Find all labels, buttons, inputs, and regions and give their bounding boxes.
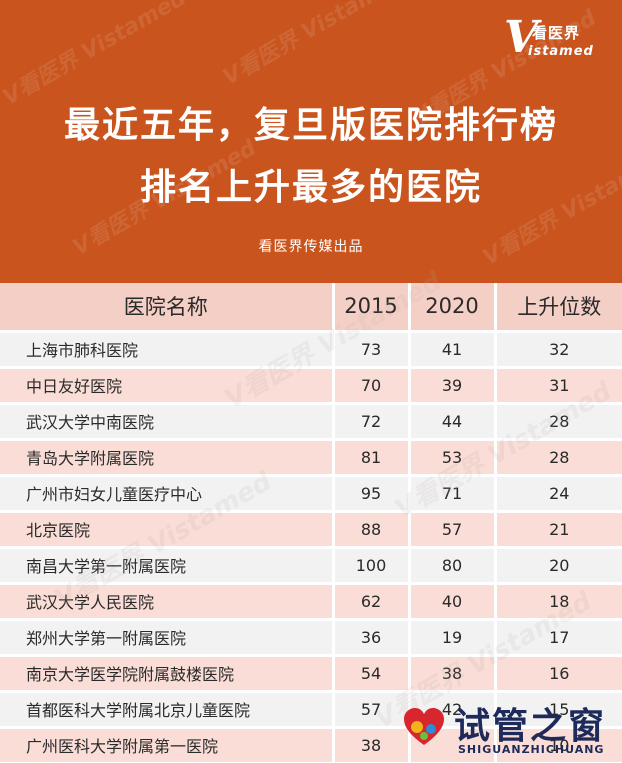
table-row: 南昌大学第一附属医院 100 80 20 — [0, 547, 622, 585]
cell-2020: 38 — [409, 655, 497, 693]
cell-hospital-name: 青岛大学附属医院 — [0, 439, 335, 477]
table-row: 上海市肺科医院 73 41 32 — [0, 331, 622, 369]
cell-hospital-name: 广州市妇女儿童医疗中心 — [0, 475, 335, 513]
table-row: 武汉大学人民医院 62 40 18 — [0, 583, 622, 621]
cell-hospital-name: 广州医科大学附属第一医院 — [0, 727, 335, 763]
cell-rise: 17 — [495, 619, 622, 657]
cell-2015: 38 — [333, 727, 411, 763]
table-row: 中日友好医院 70 39 31 — [0, 367, 622, 405]
cell-2015: 70 — [333, 367, 411, 405]
cell-2020: 80 — [409, 547, 497, 585]
heart-icon — [404, 708, 444, 745]
cell-2015: 100 — [333, 547, 411, 585]
table-row: 首都医科大学附属北京儿童医院 57 42 15 — [0, 691, 622, 729]
header-banner: V看医界 Vistamed V看医界 Vistamed V看医界 Vistame… — [0, 0, 622, 283]
corner-badge-name: 试管之窗 — [454, 705, 607, 747]
cell-rise: 18 — [495, 583, 622, 621]
cell-2015: 81 — [333, 439, 411, 477]
corner-badge: 试管之窗 SHIGUANZHICHUANG — [392, 695, 622, 763]
cell-2020: 40 — [409, 583, 497, 621]
page-subtitle: 看医界传媒出品 — [258, 239, 364, 255]
cell-hospital-name: 武汉大学中南医院 — [0, 403, 335, 441]
cell-hospital-name: 南京大学医学院附属鼓楼医院 — [0, 655, 335, 693]
cell-hospital-name: 中日友好医院 — [0, 367, 335, 405]
cell-2020: 44 — [409, 403, 497, 441]
cell-rise: 28 — [495, 403, 622, 441]
cell-2020: 39 — [409, 367, 497, 405]
cell-rise: 10 — [495, 727, 622, 763]
table-row: 青岛大学附属医院 81 53 28 — [0, 439, 622, 477]
cell-2015: 54 — [333, 655, 411, 693]
cell-hospital-name: 南昌大学第一附属医院 — [0, 547, 335, 585]
table-row: 南京大学医学院附属鼓楼医院 54 38 16 — [0, 655, 622, 693]
cell-2015: 62 — [333, 583, 411, 621]
header-2020: 2020 — [409, 283, 497, 333]
table-row: 武汉大学中南医院 72 44 28 — [0, 403, 622, 441]
cell-rise: 21 — [495, 511, 622, 549]
corner-badge-name-en: SHIGUANZHICHUANG — [458, 743, 605, 756]
header-rise: 上升位数 — [495, 283, 622, 333]
watermark: V看医界 Vistamed — [218, 0, 411, 91]
watermark: V看医界 Vistamed — [0, 0, 191, 111]
page-title-line-2: 排名上升最多的医院 — [139, 167, 482, 208]
cell-hospital-name: 武汉大学人民医院 — [0, 583, 335, 621]
cell-2015: 36 — [333, 619, 411, 657]
page-title-line-1: 最近五年，复旦版医院排行榜 — [63, 105, 558, 146]
cell-rise: 32 — [495, 331, 622, 369]
cell-hospital-name: 上海市肺科医院 — [0, 331, 335, 369]
cell-2015: 88 — [333, 511, 411, 549]
cell-2015: 72 — [333, 403, 411, 441]
cell-rise: 28 — [495, 439, 622, 477]
header-2015: 2015 — [333, 283, 411, 333]
logo-name-en: istamed — [528, 44, 594, 59]
cell-rise: 24 — [495, 475, 622, 513]
cell-2015: 57 — [333, 691, 411, 729]
header-hospital-name: 医院名称 — [0, 283, 335, 333]
cell-hospital-name: 郑州大学第一附属医院 — [0, 619, 335, 657]
cell-2015: 73 — [333, 331, 411, 369]
table-row: 广州医科大学附属第一医院 38 10 — [0, 727, 622, 763]
table-row: 广州市妇女儿童医疗中心 95 71 24 — [0, 475, 622, 513]
cell-hospital-name: 北京医院 — [0, 511, 335, 549]
cell-2020: 57 — [409, 511, 497, 549]
table-row: 北京医院 88 57 21 — [0, 511, 622, 549]
table-row: 郑州大学第一附属医院 36 19 17 — [0, 619, 622, 657]
cell-2020: 19 — [409, 619, 497, 657]
logo-name-cn: 看医界 — [532, 24, 581, 42]
cell-rise: 16 — [495, 655, 622, 693]
cell-2020: 53 — [409, 439, 497, 477]
cell-rise: 15 — [495, 691, 622, 729]
table-header-row: 医院名称 2015 2020 上升位数 — [0, 283, 622, 333]
logo-mark: V — [504, 12, 539, 63]
cell-hospital-name: 首都医科大学附属北京儿童医院 — [0, 691, 335, 729]
cell-2020: 71 — [409, 475, 497, 513]
cell-rise: 31 — [495, 367, 622, 405]
ranking-table: 医院名称 2015 2020 上升位数 上海市肺科医院 73 41 32 中日友… — [0, 283, 622, 763]
cell-2020: 41 — [409, 331, 497, 369]
cell-rise: 20 — [495, 547, 622, 585]
brand-logo: V 看医界 istamed — [504, 14, 594, 64]
cell-2015: 95 — [333, 475, 411, 513]
